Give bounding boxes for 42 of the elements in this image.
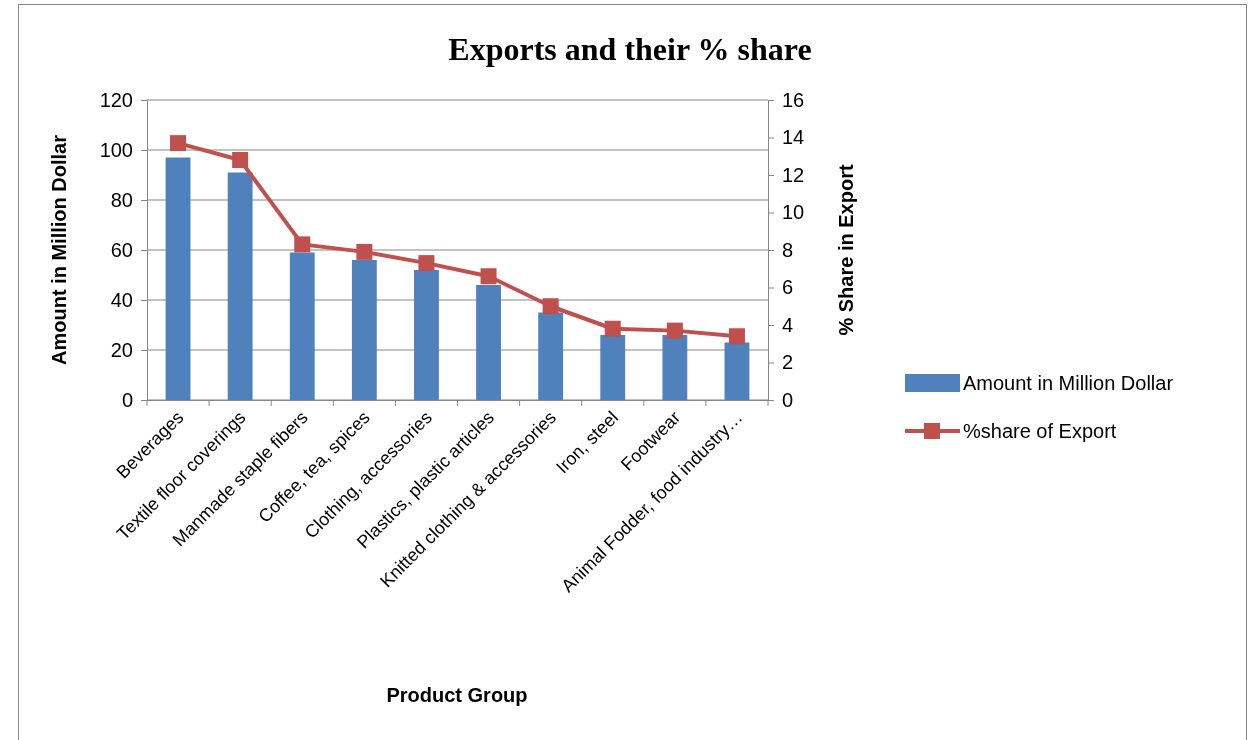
legend-label: Amount in Million Dollar xyxy=(963,372,1174,394)
point xyxy=(728,328,745,345)
point xyxy=(232,152,249,168)
point xyxy=(356,243,373,260)
point xyxy=(542,298,559,315)
y2-tick-label: 6 xyxy=(782,276,794,299)
point xyxy=(480,268,497,285)
y-tick-label: 40 xyxy=(110,288,133,311)
y2-tick-label: 16 xyxy=(782,88,805,111)
point xyxy=(294,236,311,253)
bar xyxy=(414,270,439,400)
bar xyxy=(165,157,191,400)
chart-title: Exports and their % share xyxy=(448,31,812,67)
y-tick-label: 100 xyxy=(99,138,133,161)
y-tick-label: 60 xyxy=(110,238,133,261)
y2-tick-label: 4 xyxy=(782,313,794,336)
y2-tick-label: 12 xyxy=(782,163,805,186)
y-tick-label: 20 xyxy=(110,338,133,361)
y2-tick-label: 0 xyxy=(782,388,794,411)
bar xyxy=(662,335,688,400)
point xyxy=(666,322,683,339)
bar xyxy=(227,172,253,400)
y-axis-title: Amount in Million Dollar xyxy=(48,134,70,365)
point xyxy=(604,320,621,337)
y2-tick-label: 2 xyxy=(782,351,794,374)
y-tick-label: 80 xyxy=(110,188,133,211)
y-tick-label: 120 xyxy=(99,88,133,111)
bar xyxy=(538,312,564,400)
bar xyxy=(476,285,501,400)
bar xyxy=(289,252,315,400)
bar xyxy=(351,260,377,400)
point xyxy=(170,135,187,152)
bar xyxy=(600,335,626,400)
y2-tick-label: 10 xyxy=(782,201,805,224)
point xyxy=(418,255,435,272)
bar xyxy=(724,342,750,400)
y2-tick-label: 8 xyxy=(782,238,794,261)
x-axis-title: Product Group xyxy=(386,684,528,706)
y2-axis-title: % Share in Export xyxy=(835,164,857,336)
legend-label: %share of Export xyxy=(963,420,1117,442)
y2-tick-label: 14 xyxy=(782,126,805,149)
y-tick-label: 0 xyxy=(121,388,133,411)
